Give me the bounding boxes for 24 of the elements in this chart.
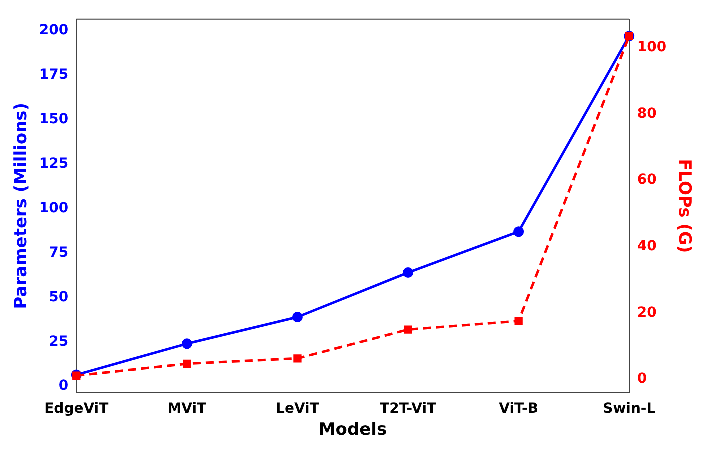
x-tick-label: EdgeViT: [44, 400, 110, 417]
y-tick-label: 100: [39, 200, 69, 216]
y2-tick-label: 0: [637, 371, 648, 388]
y-tick-label: 125: [39, 156, 69, 172]
x-tick-label: MViT: [168, 400, 208, 417]
y2-tick-label: 80: [637, 106, 658, 122]
x-tick-label: T2T-ViT: [380, 400, 437, 417]
x-tick-label: ViT-B: [499, 400, 539, 417]
y-tick-label: 25: [49, 334, 69, 350]
y2-tick-label: 20: [637, 304, 658, 321]
y-axis-title: Parameters (Millions): [12, 102, 32, 310]
y-tick-label: 150: [39, 112, 69, 128]
x-axis-title: Models: [318, 420, 388, 440]
x-tick-label: Swin-L: [603, 400, 656, 417]
y2-tick-label: 60: [637, 172, 658, 188]
y2-tick-label: 100: [637, 40, 667, 56]
y2-axis-title: FLOPs (G): [674, 159, 694, 254]
x-tick-label: LeViT: [276, 400, 320, 417]
y-tick-label: 75: [49, 244, 69, 261]
y2-tick-label: 40: [637, 238, 658, 255]
y-tick-label: 0: [58, 378, 69, 394]
y-tick-label: 175: [39, 67, 69, 84]
y-tick-label: 50: [49, 289, 69, 306]
y-tick-label: 200: [39, 22, 69, 39]
